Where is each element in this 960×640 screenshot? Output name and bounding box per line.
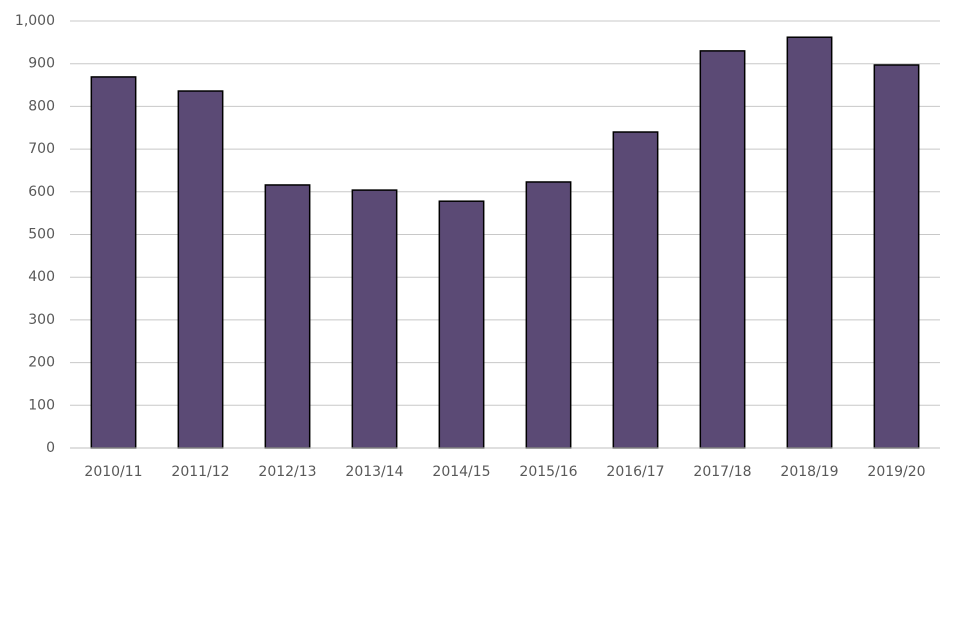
y-tick-label: 1,000 [15, 13, 55, 29]
x-tick-label: 2017/18 [693, 464, 751, 480]
y-tick-label: 0 [46, 440, 55, 456]
y-tick-label: 800 [28, 98, 55, 114]
bar [699, 50, 746, 449]
bar [786, 36, 833, 449]
y-tick-label: 600 [28, 184, 55, 200]
y-tick-label: 400 [28, 269, 55, 285]
x-tick-label: 2012/13 [258, 464, 316, 480]
x-tick-label: 2018/19 [780, 464, 838, 480]
x-tick-label: 2015/16 [519, 464, 577, 480]
bar [525, 181, 572, 449]
bar [438, 200, 485, 449]
y-tick-label: 300 [28, 312, 55, 328]
bar [351, 189, 398, 449]
bar [873, 64, 920, 449]
x-tick-label: 2011/12 [171, 464, 229, 480]
y-tick-label: 700 [28, 141, 55, 157]
y-tick-label: 500 [28, 227, 55, 243]
y-tick-label: 100 [28, 397, 55, 413]
y-tick-label: 200 [28, 355, 55, 371]
y-tick-label: 900 [28, 56, 55, 72]
bar [177, 90, 224, 449]
x-tick-label: 2010/11 [84, 464, 142, 480]
x-tick-label: 2013/14 [345, 464, 403, 480]
x-tick-label: 2019/20 [867, 464, 925, 480]
bar [90, 76, 137, 449]
x-tick-label: 2016/17 [606, 464, 664, 480]
bar [264, 184, 311, 449]
x-tick-label: 2014/15 [432, 464, 490, 480]
bar [612, 131, 659, 449]
